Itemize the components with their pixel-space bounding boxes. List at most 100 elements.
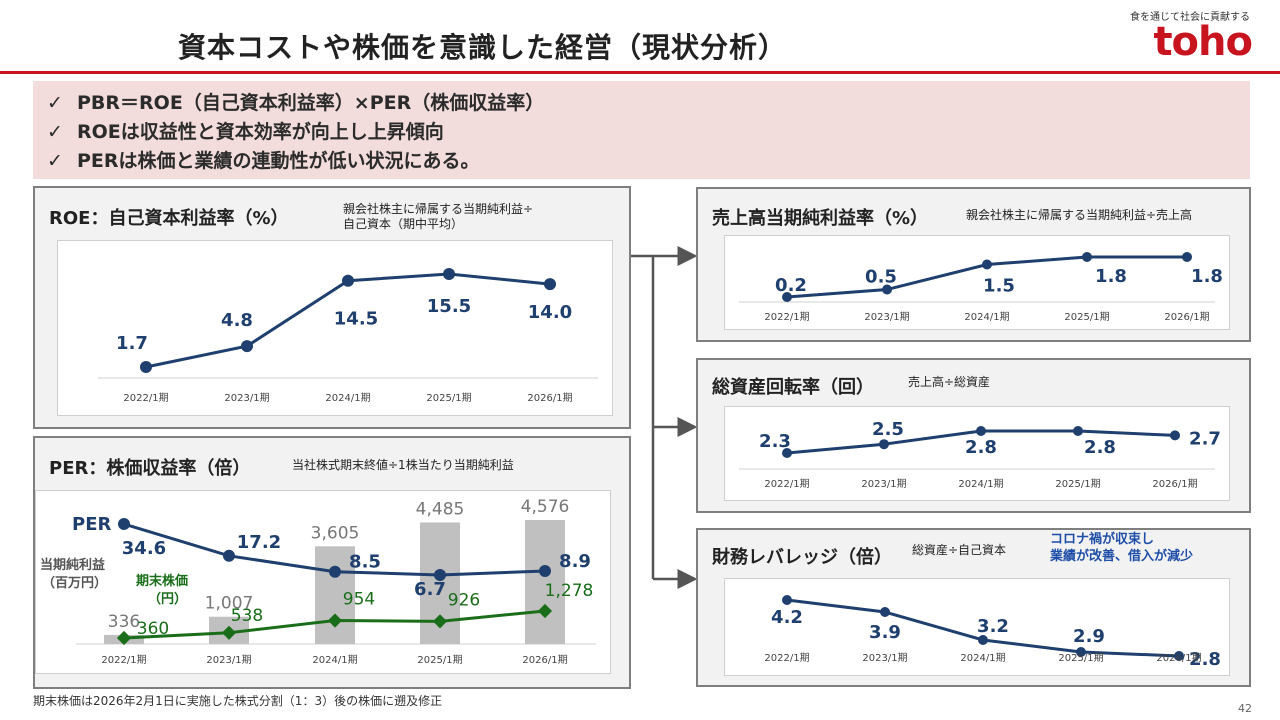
- per-chart: 336 1,007 3,605 4,485 4,576 360 538 954 926 1,278…: [40, 497, 596, 666]
- summary-text: ROEは収益性と資本効率が向上し上昇傾向: [77, 121, 444, 143]
- stock-price-point: [116, 630, 132, 646]
- per-panel: PER：株価収益率（倍） 当社株式期末終値÷1株当たり当期純利益 336 1,00…: [33, 436, 631, 689]
- financial-leverage-panel-title: 財務レバレッジ（倍）: [712, 547, 892, 568]
- margin-data-point: [982, 259, 992, 270]
- net-margin-panel-title: 売上高当期純利益率（%）: [712, 208, 929, 229]
- turnover-data-label: 2.5: [872, 419, 904, 440]
- page-title: 資本コストや株価を意識した経営（現状分析）: [178, 31, 788, 64]
- summary-line: ✓ PERは株価と業績の連動性が低い状況にある。: [47, 147, 1250, 176]
- per-chart-box: 336 1,007 3,605 4,485 4,576 360 538 954 926 1,278…: [35, 490, 611, 674]
- margin-data-point: [782, 292, 792, 302]
- leverage-data-label: 3.9: [869, 622, 901, 643]
- asset-turnover-chart-box: 2.3 2.5 2.8 2.8 2.7 2022/1期 2023/1期 2024/1期 2025…: [724, 406, 1230, 501]
- net-margin-chart-box: 0.2 0.5 1.5 1.8 1.8 2022/1期 2023/1期 2024/1期 2025…: [724, 235, 1230, 330]
- per-label: 8.9: [559, 551, 591, 572]
- footnote: 期末株価は2026年2月1日に実施した株式分割（1：3）後の株価に遡及修正: [33, 694, 443, 708]
- stock-price-series-unit: （円）: [148, 591, 187, 607]
- title-divider: [0, 71, 1280, 74]
- per-tick-label: 2026/1期: [522, 654, 567, 666]
- leverage-data-label: 4.2: [771, 607, 803, 628]
- roe-data-label: 14.5: [334, 309, 378, 330]
- leverage-data-point: [880, 607, 890, 617]
- roe-chart: 1.7 4.8 14.5 15.5 14.0 2022/1期 2023/1期 2024/1期 2…: [98, 268, 598, 404]
- stock-price-label: 538: [231, 606, 263, 626]
- asset-turnover-panel-title: 総資産回転率（回）: [712, 377, 874, 398]
- margin-data-point: [1182, 252, 1192, 262]
- leverage-data-label: 2.8: [1189, 649, 1221, 670]
- per-point: [329, 565, 341, 578]
- net-income-bar-label: 336: [108, 612, 140, 632]
- check-icon: ✓: [47, 121, 63, 143]
- margin-data-label: 1.8: [1095, 266, 1127, 287]
- roe-data-point: [140, 361, 152, 373]
- roe-chart-box: 1.7 4.8 14.5 15.5 14.0 2022/1期 2023/1期 2024/1期 2…: [57, 240, 613, 416]
- per-label: 34.6: [122, 538, 166, 559]
- check-icon: ✓: [47, 92, 63, 114]
- turnover-data-label: 2.7: [1189, 428, 1221, 449]
- leverage-data-label: 2.9: [1073, 626, 1105, 647]
- leverage-comment-line1: コロナ禍が収束し: [1050, 532, 1155, 547]
- net-income-bar: [525, 520, 565, 644]
- roe-panel: ROE：自己資本利益率（%） 親会社株主に帰属する当期純利益÷ 自己資本（期中平…: [33, 186, 631, 429]
- summary-line: ✓ ROEは収益性と資本効率が向上し上昇傾向: [47, 118, 1250, 147]
- turnover-data-label: 2.3: [759, 431, 791, 452]
- financial-leverage-chart: 4.2 3.9 3.2 2.9 2.8 2022/1期 2023/1期 2024/1期 2025…: [739, 595, 1221, 682]
- margin-tick-label: 2023/1期: [864, 311, 909, 323]
- leverage-data-point: [978, 635, 988, 645]
- roe-data-label: 15.5: [427, 296, 471, 317]
- stock-price-point: [537, 603, 553, 619]
- per-point: [223, 549, 235, 562]
- net-income-bar-label: 4,485: [416, 499, 465, 519]
- roe-formula-note: 親会社株主に帰属する当期純利益÷ 自己資本（期中平均）: [343, 202, 533, 232]
- net-margin-panel: 売上高当期純利益率（%） 親会社株主に帰属する当期純利益÷売上高 0.2 0.5 1…: [696, 187, 1251, 342]
- per-panel-title: PER：株価収益率（倍）: [49, 458, 251, 479]
- turnover-data-label: 2.8: [1084, 437, 1116, 458]
- asset-turnover-formula-note: 売上高÷総資産: [908, 375, 991, 389]
- roe-formula-line2: 自己資本（期中平均）: [343, 217, 464, 231]
- leverage-tick-label: 2023/1期: [862, 652, 907, 664]
- financial-leverage-formula-note: 総資産÷自己資本: [912, 543, 1007, 557]
- turnover-data-point: [1073, 426, 1083, 436]
- per-point: [539, 564, 551, 577]
- per-tick-label: 2023/1期: [206, 654, 251, 666]
- net-income-series-name: 当期純利益: [40, 557, 105, 573]
- leverage-data-point: [1174, 651, 1184, 661]
- net-margin-chart: 0.2 0.5 1.5 1.8 1.8 2022/1期 2023/1期 2024/1期 2025…: [739, 252, 1223, 323]
- summary-box: ✓ PBR＝ROE（自己資本利益率）×PER（株価収益率） ✓ ROEは収益性と資本…: [33, 81, 1250, 179]
- per-tick-label: 2022/1期: [101, 654, 146, 666]
- leverage-tick-label: 2024/1期: [960, 652, 1005, 664]
- leverage-data-label: 3.2: [977, 616, 1009, 637]
- roe-data-label: 14.0: [528, 302, 572, 323]
- roe-tick-label: 2026/1期: [527, 392, 572, 404]
- net-margin-formula-note: 親会社株主に帰属する当期純利益÷売上高: [966, 208, 1193, 222]
- roe-data-point: [443, 268, 455, 280]
- roe-data-point: [544, 278, 556, 291]
- financial-leverage-chart-box: 4.2 3.9 3.2 2.9 2.8 2022/1期 2023/1期 2024/1期 2025…: [724, 578, 1230, 682]
- roe-tick-label: 2025/1期: [426, 392, 471, 404]
- per-point: [434, 569, 446, 581]
- turnover-data-point: [1170, 430, 1180, 441]
- stock-price-series-name: 期末株価: [136, 573, 188, 589]
- turnover-data-point: [879, 439, 889, 450]
- roe-formula-line1: 親会社株主に帰属する当期純利益÷: [343, 202, 534, 216]
- company-tagline: 食を通じて社会に貢献する: [1130, 12, 1250, 23]
- margin-tick-label: 2025/1期: [1064, 311, 1109, 323]
- leverage-tick-label: 2026/1期: [1156, 652, 1201, 664]
- toho-logo: toho: [1153, 19, 1253, 65]
- leverage-comment: コロナ禍が収束し 業績が改善、借入が減少: [1050, 531, 1193, 565]
- turnover-data-point: [976, 426, 986, 436]
- stock-price-point: [327, 613, 343, 628]
- turnover-tick-label: 2022/1期: [764, 478, 809, 490]
- turnover-data-label: 2.8: [965, 437, 997, 458]
- per-tick-label: 2024/1期: [312, 654, 357, 666]
- stock-price-point: [221, 625, 237, 640]
- per-tick-label: 2025/1期: [417, 654, 462, 666]
- leverage-comment-line2: 業績が改善、借入が減少: [1050, 549, 1194, 564]
- per-label: 8.5: [349, 552, 381, 573]
- turnover-data-point: [782, 448, 792, 458]
- margin-data-point: [882, 284, 892, 295]
- roe-tick-label: 2023/1期: [224, 392, 269, 404]
- roe-tick-label: 2022/1期: [123, 392, 168, 404]
- leverage-data-point: [1076, 647, 1086, 657]
